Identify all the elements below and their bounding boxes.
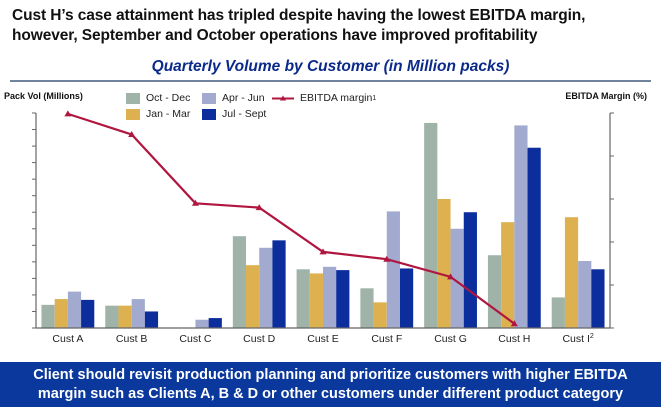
x-tick-label: Cust C [179, 333, 212, 345]
x-tick-footnote-marker: 2 [590, 333, 594, 340]
legend-item-ebitda-margin: EBITDA margin 1 [272, 92, 376, 104]
legend-item-apr-jun: Apr - Jun [202, 92, 265, 104]
bar-apr-jun [450, 228, 464, 328]
bar-oct-dec [105, 305, 119, 328]
ebitda-margin-marker [255, 204, 263, 211]
bar-apr-jun [386, 211, 400, 328]
ebitda-margin-marker [510, 320, 518, 327]
legend-swatch [202, 92, 216, 104]
bar-jan-mar [501, 222, 515, 328]
x-tick-label: Cust D [243, 333, 276, 345]
x-tick-label: Cust E [307, 333, 339, 345]
legend-swatch [126, 108, 140, 120]
legend-label: Jul - Sept [222, 108, 267, 120]
x-tick-label: Cust A [52, 333, 83, 345]
ebitda-margin-line [67, 112, 515, 325]
ebitda-margin-marker [447, 273, 455, 280]
chart-title: Quarterly Volume by Customer (in Million… [151, 58, 510, 75]
bar-jan-mar [54, 299, 68, 328]
bar-jan-mar [564, 217, 579, 328]
headline-line-2: however, September and October operation… [12, 27, 538, 44]
bar-apr-jun [259, 247, 273, 328]
headline-line-1: Cust H’s case attainment has tripled des… [12, 7, 586, 24]
bar-apr-jun [131, 299, 145, 328]
bar-jan-mar [118, 305, 132, 328]
bar-jul-sept [527, 147, 541, 328]
x-tick-label: Cust G [434, 333, 467, 345]
ebitda-margin-marker [64, 110, 72, 117]
bar-oct-dec [551, 297, 565, 328]
banner-line-1: Client should revisit production plannin… [33, 366, 628, 383]
bar-jan-mar [373, 302, 387, 328]
bar-jul-sept [336, 270, 350, 328]
legend-item-oct-dec: Oct - Dec [126, 92, 190, 104]
bar-oct-dec [424, 122, 438, 328]
ebitda-margin-marker [319, 248, 327, 255]
bar-jan-mar [309, 273, 323, 328]
bar-oct-dec [487, 255, 502, 328]
legend-label: Apr - Jun [222, 92, 265, 104]
y2-axis-label: EBITDA Margin (%) [565, 91, 647, 101]
recommendation-banner: Client should revisit production plannin… [0, 362, 661, 407]
x-tick-label: Cust H [498, 333, 530, 345]
bar-oct-dec [360, 288, 374, 328]
legend-footnote-marker: 1 [372, 94, 377, 102]
bar-jul-sept [272, 240, 286, 328]
bar-jul-sept [144, 311, 159, 328]
legend-label: Oct - Dec [146, 92, 191, 104]
bar-oct-dec [232, 236, 247, 328]
bar-oct-dec [41, 304, 55, 328]
legend-label: Jan - Mar [146, 108, 191, 120]
legend-label: EBITDA margin [300, 92, 373, 104]
bar-apr-jun [514, 125, 528, 329]
legend-swatch [202, 108, 216, 120]
bar-jul-sept [399, 268, 414, 328]
bar-jan-mar [246, 265, 260, 328]
x-tick-label: Cust I2 [562, 333, 593, 345]
bar-jul-sept [463, 212, 477, 328]
bar-apr-jun [195, 319, 209, 328]
bar-apr-jun [578, 261, 592, 328]
bar-jul-sept [81, 299, 95, 328]
legend-item-jan-mar: Jan - Mar [126, 108, 190, 120]
title-separator [10, 80, 651, 82]
bar-oct-dec [296, 269, 310, 328]
legend-line-swatch [272, 95, 294, 100]
y-axis-label: Pack Vol (Millions) [4, 91, 83, 101]
bar-jul-sept [591, 269, 605, 328]
ebitda-margin-marker [191, 199, 199, 206]
x-tick-label: Cust B [116, 333, 148, 345]
ebitda-margin-marker [128, 131, 136, 137]
headline: Cust H’s case attainment has tripled des… [12, 6, 652, 46]
legend-item-jul-sept: Jul - Sept [202, 108, 266, 120]
chart-plot-area: Cust A Cust B Cust C Cust D Cust E Cust F Cust… [32, 110, 614, 345]
banner-line-2: margin such as Clients A, B & D or other… [37, 385, 624, 402]
bar-jul-sept [208, 318, 222, 328]
x-tick-label: Cust F [371, 333, 402, 345]
ebitda-margin-marker [383, 255, 391, 262]
bar-apr-jun [67, 291, 82, 328]
bar-jan-mar [437, 199, 451, 328]
bar-apr-jun [323, 266, 337, 328]
legend-swatch [126, 92, 140, 104]
